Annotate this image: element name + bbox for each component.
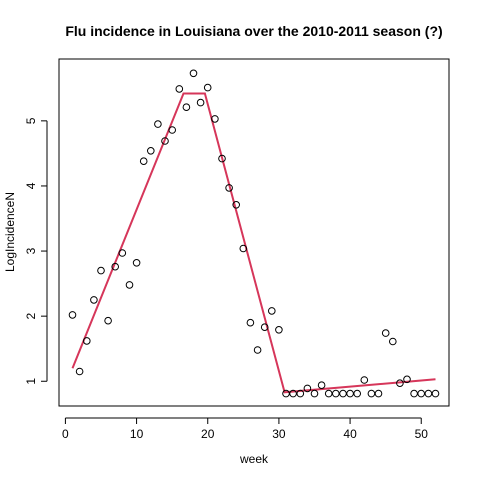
- data-point: [218, 154, 226, 163]
- data-point: [332, 389, 340, 398]
- data-point: [225, 184, 233, 192]
- points-layer: [68, 69, 440, 398]
- data-point: [203, 83, 212, 92]
- data-point: [168, 126, 176, 134]
- data-point: [339, 389, 347, 398]
- data-point: [317, 381, 326, 390]
- data-point: [303, 384, 312, 393]
- data-point: [239, 244, 248, 253]
- data-point: [324, 389, 333, 398]
- data-point: [389, 337, 397, 346]
- data-point: [68, 311, 77, 319]
- data-point: [310, 389, 319, 398]
- chart-title: Flu incidence in Louisiana over the 2010…: [65, 23, 442, 39]
- data-point: [260, 323, 269, 332]
- y-tick-label: 1: [24, 378, 38, 385]
- data-point: [118, 249, 127, 257]
- data-point: [196, 98, 205, 107]
- data-point: [189, 69, 198, 78]
- data-point: [374, 389, 383, 398]
- data-point: [104, 316, 112, 325]
- data-point: [139, 157, 148, 165]
- data-point: [367, 389, 376, 398]
- data-point: [346, 389, 354, 398]
- x-tick-label: 10: [130, 427, 144, 441]
- data-point: [381, 329, 390, 337]
- x-axis-label: week: [239, 452, 269, 466]
- data-point: [253, 346, 262, 354]
- x-tick-label: 30: [272, 427, 286, 441]
- data-point: [154, 120, 162, 128]
- data-point: [246, 318, 255, 327]
- data-point: [268, 307, 276, 315]
- y-tick-label: 2: [24, 313, 38, 320]
- data-point: [182, 103, 191, 111]
- x-tick-label: 20: [201, 427, 215, 441]
- data-point: [97, 266, 105, 275]
- data-point: [360, 376, 369, 384]
- data-point: [211, 115, 219, 123]
- data-point: [396, 379, 404, 388]
- x-tick-label: 0: [62, 427, 69, 441]
- x-tick-label: 40: [343, 427, 357, 441]
- data-point: [83, 337, 91, 345]
- x-tick-label: 50: [415, 427, 429, 441]
- data-point: [75, 367, 84, 376]
- data-point: [132, 259, 141, 267]
- data-point: [289, 389, 297, 398]
- plot-frame: [58, 58, 450, 407]
- data-point: [111, 262, 119, 271]
- data-point: [410, 389, 418, 398]
- y-axis-label: LogIncidenceN: [3, 192, 17, 272]
- data-point: [175, 85, 184, 93]
- data-point: [296, 389, 305, 398]
- data-point: [431, 389, 440, 398]
- data-point: [90, 296, 98, 304]
- data-point: [353, 389, 362, 398]
- y-tick-label: 3: [24, 247, 38, 254]
- fit-line-layer: [71, 92, 436, 394]
- x-axis: 0 10 20 30 40 50: [62, 417, 429, 441]
- data-point: [147, 147, 155, 155]
- y-axis: 1 2 3 4 5: [24, 117, 48, 385]
- y-tick-label: 5: [24, 117, 38, 124]
- data-point: [417, 389, 426, 398]
- fit-line: [71, 92, 436, 394]
- data-point: [161, 137, 169, 145]
- data-point: [424, 389, 433, 398]
- data-point: [232, 201, 240, 209]
- data-point: [125, 281, 134, 289]
- data-point: [403, 375, 411, 384]
- data-point: [275, 326, 283, 334]
- y-tick-label: 4: [24, 182, 38, 189]
